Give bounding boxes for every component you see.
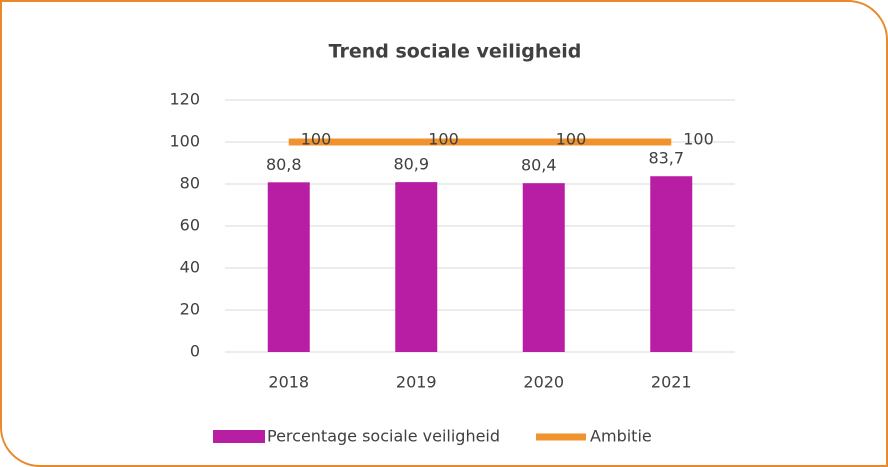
data-label: 80,8 [266,155,302,174]
legend-label: Ambitie [590,427,652,446]
x-tick-label: 2019 [396,373,437,392]
y-tick-label: 40 [180,258,200,277]
data-label: 83,7 [648,149,684,168]
bar [267,182,310,352]
data-label: 100 [428,130,459,149]
data-label: 100 [556,130,587,149]
data-label: 80,4 [521,156,557,175]
y-tick-label: 120 [169,90,200,109]
bar [650,176,693,352]
y-tick-label: 0 [190,342,200,361]
data-label: 100 [301,130,332,149]
bar [395,182,438,352]
chart-title: Trend sociale veiligheid [329,41,582,63]
x-tick-label: 2020 [523,373,564,392]
y-tick-label: 20 [180,300,200,319]
bar [522,183,565,352]
legend-label: Percentage sociale veiligheid [267,427,500,446]
y-tick-label: 100 [169,132,200,151]
legend-swatch [213,430,265,443]
x-tick-label: 2021 [651,373,692,392]
y-tick-label: 60 [180,216,200,235]
data-label: 100 [683,130,714,149]
data-label: 80,9 [393,155,429,174]
y-tick-label: 80 [180,174,200,193]
x-tick-label: 2018 [268,373,309,392]
